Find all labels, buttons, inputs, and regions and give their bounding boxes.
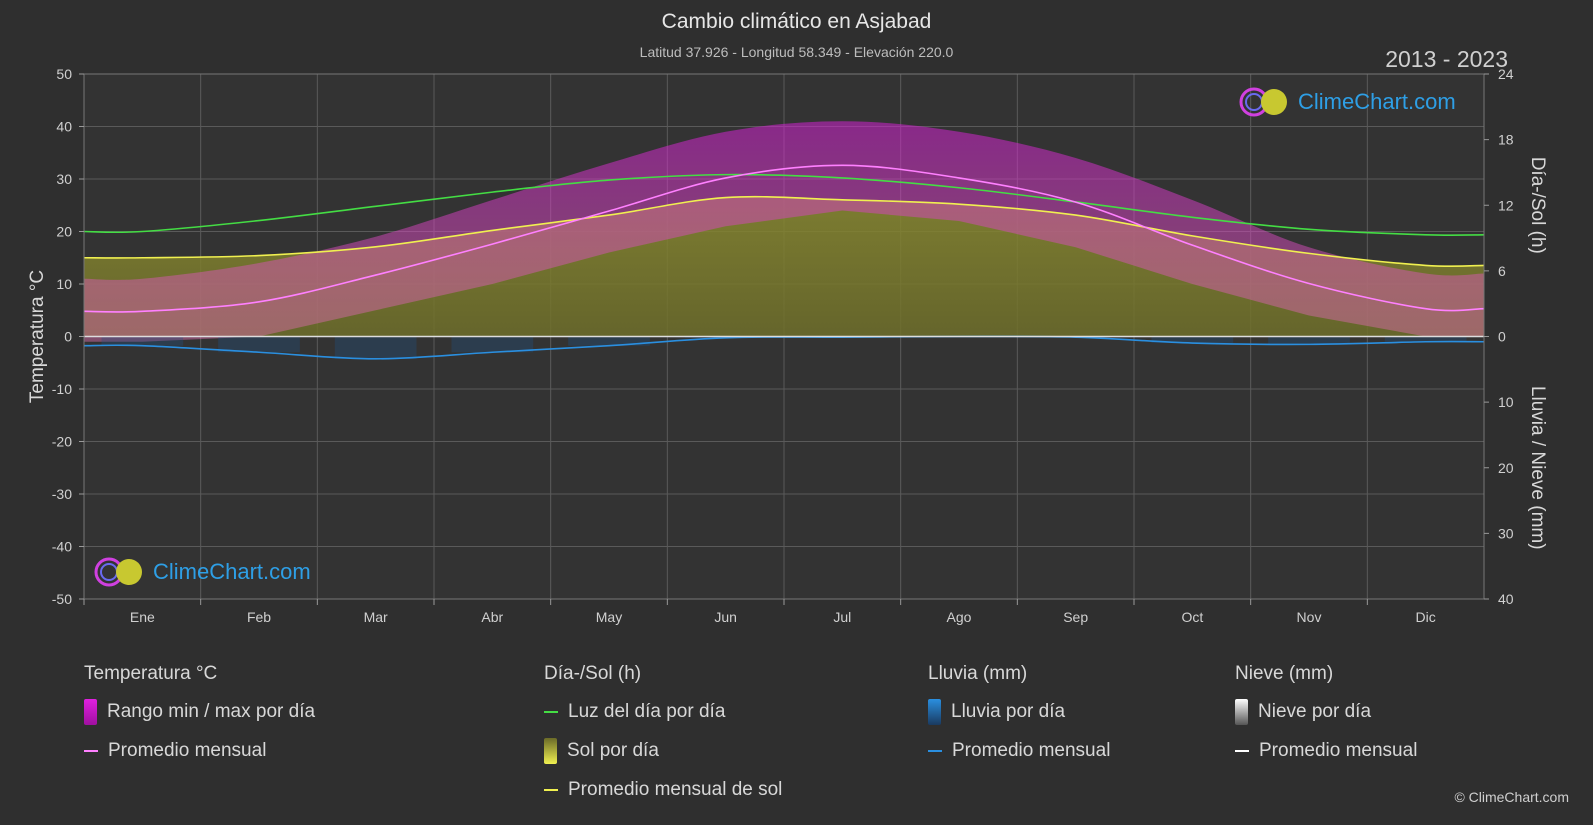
rain-bar: [334, 336, 417, 359]
legend-label: Promedio mensual de sol: [568, 779, 783, 800]
chart-subtitle: Latitud 37.926 - Longitud 58.349 - Eleva…: [639, 44, 954, 60]
temp-avg-swatch: [84, 750, 98, 752]
rain-bar: [568, 336, 650, 346]
x-tick-label: Nov: [1297, 609, 1322, 625]
legend-sun-header: Día-/Sol (h): [544, 663, 642, 684]
y-left-tick-label: 30: [56, 171, 72, 187]
legend-label: Sol por día: [567, 740, 659, 761]
rain-swatch: [928, 699, 941, 725]
x-tick-label: Oct: [1181, 609, 1203, 625]
sunshine-avg-line: [83, 195, 1485, 268]
temp-range-swatch: [84, 699, 97, 725]
y-right-sun-tick-label: 24: [1498, 66, 1514, 82]
rain-bar: [1384, 336, 1467, 342]
y-left-tick-label: 20: [56, 224, 72, 240]
rain-bar: [1151, 336, 1234, 344]
y-left-axis-label: Temperatura °C: [27, 270, 48, 403]
x-tick-label: May: [596, 609, 622, 625]
legend-label: Promedio mensual: [952, 740, 1111, 761]
legend-item-sunshine: Sol por día: [544, 738, 782, 764]
y-right-rain-axis-label: Lluvia / Nieve (mm): [1527, 386, 1548, 550]
x-tick-label: Ene: [130, 609, 155, 625]
logo-top[interactable]: ClimeChart.com: [1238, 86, 1456, 118]
legend-item-temp-avg: Promedio mensual: [84, 740, 315, 762]
legend-item-snow: Nieve por día: [1235, 699, 1417, 725]
sunshine-swatch: [544, 738, 557, 764]
x-tick-label: Abr: [481, 609, 503, 625]
legend-label: Nieve por día: [1258, 701, 1372, 722]
legend-label: Promedio mensual: [1259, 740, 1418, 761]
x-tick-label: Dic: [1416, 609, 1436, 625]
logo-icon: [1239, 87, 1287, 117]
temperature-range-area: [84, 121, 1484, 342]
legend-label: Promedio mensual: [108, 740, 267, 761]
logo-text: ClimeChart.com: [1298, 89, 1456, 114]
legend-label: Rango min / max por día: [107, 701, 316, 722]
legend-temperature-header: Temperatura °C: [84, 663, 218, 684]
copyright: © ClimeChart.com: [1454, 789, 1569, 805]
legend-snow: Nieve (mm) Nieve por día Promedio mensua…: [1235, 663, 1417, 779]
y-left-tick-label: -20: [52, 434, 72, 450]
x-tick-label: Jul: [833, 609, 851, 625]
sun-avg-swatch: [544, 789, 558, 791]
y-right-sun-tick-label: 0: [1498, 329, 1506, 345]
y-right-sun-tick-label: 12: [1498, 197, 1514, 213]
year-range: 2013 - 2023: [1385, 46, 1508, 72]
legend-label: Luz del día por día: [568, 701, 726, 722]
y-left-tick-label: 50: [56, 66, 72, 82]
legend-sun: Día-/Sol (h) Luz del día por día Sol por…: [544, 663, 782, 818]
axes: 50 40 30 20 10 0 -10 -20 -30 -40 -50 24 18 12 6 0 10 20 30…: [27, 66, 1548, 625]
rain-avg-swatch: [928, 750, 942, 752]
y-left-tick-label: -40: [52, 539, 72, 555]
x-tick-label: Jun: [714, 609, 737, 625]
y-right-rain-tick-label: 40: [1498, 591, 1514, 607]
y-right-rain-tick-label: 20: [1498, 460, 1514, 476]
x-tick-label: Ago: [947, 609, 972, 625]
daylight-line: [83, 173, 1485, 236]
rain-bar: [451, 336, 534, 353]
daylight-swatch: [544, 711, 558, 713]
legend-item-sun-avg: Promedio mensual de sol: [544, 779, 782, 801]
legend-snow-header: Nieve (mm): [1235, 663, 1334, 684]
legend-item-daylight: Luz del día por día: [544, 701, 782, 723]
y-right-rain-tick-label: 30: [1498, 525, 1514, 541]
rain-bar: [1268, 336, 1350, 345]
x-tick-label: Feb: [247, 609, 271, 625]
temperature-avg-line: [83, 164, 1485, 313]
y-right-sun-tick-label: 6: [1498, 263, 1506, 279]
legend-item-rain-avg: Promedio mensual: [928, 740, 1110, 762]
y-right-rain-tick-label: 10: [1498, 394, 1514, 410]
temperature-range-band: [84, 121, 1484, 342]
logo-icon: [94, 557, 142, 587]
legend-label: Lluvia por día: [951, 701, 1066, 722]
legend-item-snow-avg: Promedio mensual: [1235, 740, 1417, 762]
y-left-tick-label: 10: [56, 276, 72, 292]
y-right-sun-axis-label: Día-/Sol (h): [1527, 157, 1548, 254]
y-left-tick-label: -10: [52, 381, 72, 397]
logo-bottom[interactable]: ClimeChart.com: [93, 556, 311, 588]
legend-rain: Lluvia (mm) Lluvia por día Promedio mens…: [928, 663, 1110, 779]
rain-bar: [101, 336, 184, 346]
y-left-tick-label: -50: [52, 591, 72, 607]
snow-swatch: [1235, 699, 1248, 725]
y-right-sun-tick-label: 18: [1498, 132, 1514, 148]
y-left-tick-label: 0: [64, 329, 72, 345]
y-left-tick-label: -30: [52, 486, 72, 502]
legend-rain-header: Lluvia (mm): [928, 663, 1028, 684]
legend-item-temp-range: Rango min / max por día: [84, 699, 316, 725]
legend-temperature: Temperatura °C Rango min / max por día P…: [84, 663, 315, 779]
logo-text: ClimeChart.com: [153, 559, 311, 584]
rain-bar: [218, 336, 300, 353]
y-left-tick-label: 40: [56, 119, 72, 135]
snow-avg-swatch: [1235, 750, 1249, 752]
series-lines: [83, 164, 1485, 360]
legend-item-rain: Lluvia por día: [928, 699, 1110, 725]
x-tick-label: Mar: [364, 609, 388, 625]
chart-title: Cambio climático en Asjabad: [661, 10, 932, 33]
x-tick-label: Sep: [1063, 609, 1088, 625]
